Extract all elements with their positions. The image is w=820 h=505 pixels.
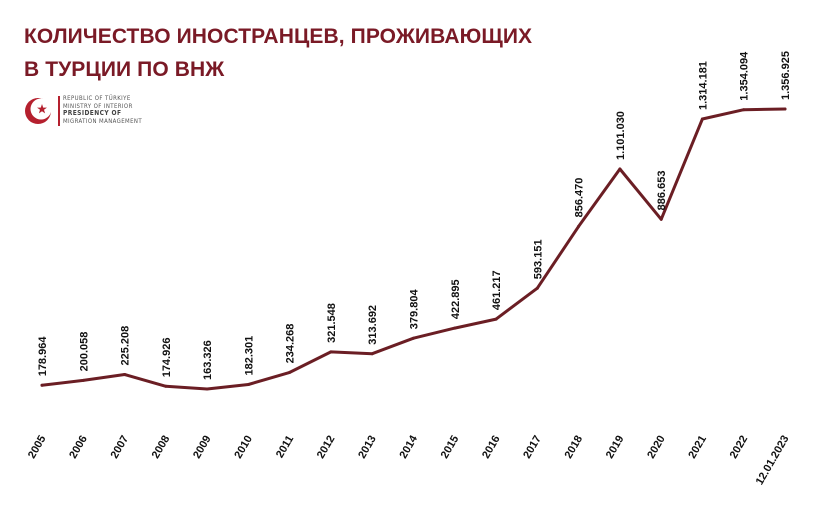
x-tick-label: 2018 (563, 434, 586, 461)
data-point (700, 117, 704, 121)
logo-divider (58, 96, 60, 126)
data-point (412, 336, 415, 340)
crescent-star-icon (25, 98, 52, 124)
x-tick-label: 2007 (109, 434, 132, 461)
x-tick-label: 2017 (521, 434, 544, 461)
x-tick-label: 2014 (397, 433, 420, 461)
data-point (494, 317, 498, 321)
data-point (618, 167, 622, 171)
data-label: 178.964 (37, 336, 49, 377)
data-point (205, 387, 209, 391)
x-tick-label: 2015 (439, 434, 462, 461)
x-tick-label: 2016 (480, 433, 503, 460)
data-label: 1.356.925 (780, 51, 792, 100)
data-label: 1.314.181 (697, 61, 709, 110)
x-tick-label: 12.01.2023 (754, 434, 792, 488)
x-tick-label: 2021 (686, 434, 709, 461)
chart-title: КОЛИЧЕСТВО ИНОСТРАНЦЕВ, ПРОЖИВАЮЩИХ В ТУ… (24, 20, 532, 86)
data-label: 163.326 (202, 340, 214, 380)
data-label: 856.470 (574, 178, 586, 218)
data-point (577, 224, 581, 228)
data-label: 313.692 (367, 305, 379, 345)
logo-line-1: REPUBLIC OF TÜRKIYE (63, 95, 131, 102)
data-point (329, 350, 333, 354)
data-point (81, 378, 85, 382)
data-label: 234.268 (285, 324, 297, 364)
data-point (535, 286, 539, 290)
x-tick-label: 2012 (315, 434, 338, 461)
data-label: 379.804 (409, 289, 421, 330)
data-point (742, 108, 746, 112)
data-point (40, 383, 44, 387)
x-tick-label: 2020 (645, 434, 668, 461)
x-tick-label: 2011 (274, 434, 296, 461)
x-tick-label: 2013 (356, 434, 379, 461)
x-tick-label: 2009 (191, 434, 214, 461)
data-point (659, 217, 663, 221)
x-tick-label: 2008 (150, 434, 173, 461)
data-point (783, 107, 787, 111)
logo-text: REPUBLIC OF TÜRKIYE MINISTRY OF INTERIOR… (63, 95, 142, 125)
x-tick-label: 2019 (604, 434, 627, 461)
data-label: 886.653 (656, 171, 668, 211)
data-label: 182.301 (243, 336, 255, 376)
chart-title-line-1: КОЛИЧЕСТВО ИНОСТРАНЦЕВ, ПРОЖИВАЮЩИХ (24, 25, 533, 48)
data-point (453, 326, 457, 330)
data-label: 174.926 (161, 338, 173, 378)
data-label: 225.208 (120, 326, 132, 366)
data-point (370, 352, 374, 356)
data-label: 200.058 (78, 332, 90, 372)
data-label: 1.101.030 (615, 111, 627, 160)
data-point (288, 370, 292, 374)
migration-management-logo: REPUBLIC OF TÜRKIYE MINISTRY OF INTERIOR… (22, 93, 157, 129)
x-tick-label: 2022 (728, 434, 751, 461)
logo-line-3: PRESIDENCY OF (63, 109, 122, 118)
chart-title-line-2: В ТУРЦИИ ПО ВНЖ (24, 58, 225, 81)
data-point (164, 384, 168, 388)
data-label: 321.548 (326, 303, 338, 343)
data-label: 593.151 (532, 239, 544, 279)
x-tick-label: 2005 (26, 434, 49, 461)
x-tick-label: 2006 (67, 434, 90, 461)
x-tick-label: 2010 (232, 434, 255, 461)
data-label: 422.895 (450, 279, 462, 319)
data-label: 1.354.094 (739, 51, 751, 101)
logo-line-2: MINISTRY OF INTERIOR (63, 102, 133, 110)
logo-line-4: MIGRATION MANAGEMENT (63, 117, 143, 125)
series-line (40, 107, 787, 391)
data-label: 461.217 (491, 270, 503, 310)
data-point (246, 383, 250, 386)
data-point (123, 373, 127, 376)
